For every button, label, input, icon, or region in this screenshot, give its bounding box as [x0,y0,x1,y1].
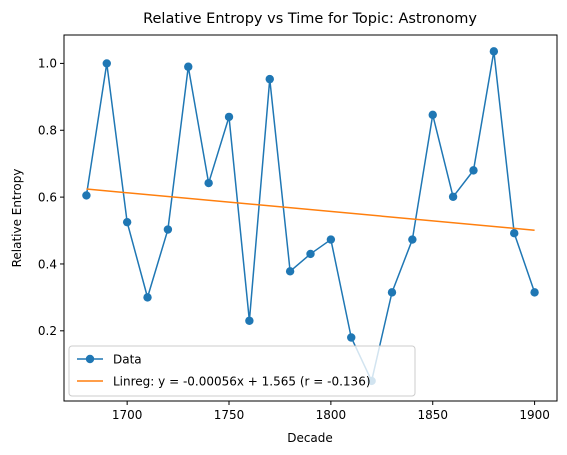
data-point [122,217,132,227]
data-point [245,316,254,325]
data-point [163,225,173,234]
data-point [448,192,458,201]
plot-frame [63,34,558,402]
data-point [326,235,336,244]
data-point [428,110,437,120]
data-point [285,267,295,276]
x-tick-label: 1850 [417,408,448,422]
chart-title: Relative Entropy vs Time for Topic: Astr… [143,11,477,27]
data-point [102,59,111,68]
data-point [489,47,499,56]
data-point [184,62,193,71]
data-point [530,288,539,297]
x-tick-label: 1700 [112,408,143,422]
x-tick-label: 1750 [214,408,245,422]
x-axis-label: Decade [287,431,333,445]
legend-label: Linreg: y = -0.00056x + 1.565 (r = -0.13… [113,374,371,388]
y-tick-label: 0.8 [38,124,57,138]
x-tick-label: 1800 [316,408,347,422]
legend-box [68,345,416,397]
data-point [387,288,397,297]
data-point [408,235,417,244]
data-point [82,191,91,200]
data-point [347,333,356,342]
plot-area [82,47,539,386]
y-tick-label: 0.4 [38,257,57,271]
data-point [204,178,213,188]
data-point [510,229,519,238]
x-tick-label: 1900 [519,408,550,422]
regression-line [86,188,535,231]
y-axis-label: Relative Entropy [10,169,24,268]
data-point [224,112,234,122]
data-point [469,166,478,175]
y-tick-label: 0.2 [38,324,57,338]
y-tick-label: 1.0 [38,57,57,71]
legend-label: Data [113,352,142,366]
axis-ticks: 1700 1750 1800 1850 1900 0.2 0.4 0.6 0.8 1.0 [38,57,550,422]
data-point [306,249,315,259]
data-point [143,293,152,302]
legend-marker [85,354,95,364]
y-tick-label: 0.6 [38,190,57,204]
data-point [265,74,274,84]
legend: Data Linreg: y = -0.00056x + 1.565 (r = -… [68,345,416,397]
